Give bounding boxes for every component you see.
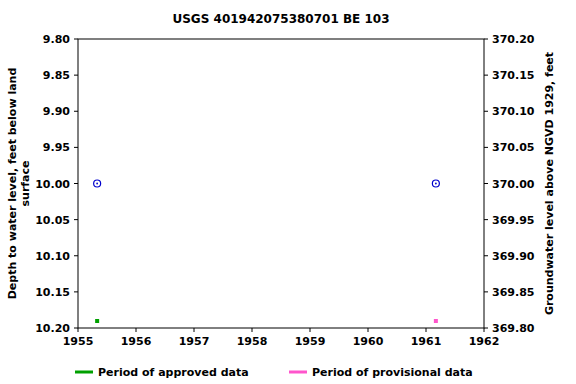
title: USGS 401942075380701 BE 103 <box>172 12 389 26</box>
y-tick-label: 10.05 <box>35 214 70 227</box>
y-tick-label: 9.85 <box>43 69 70 82</box>
x-tick <box>194 328 195 332</box>
y-tick <box>74 183 78 184</box>
y2-tick <box>484 328 488 329</box>
y-tick-label: 10.10 <box>35 250 70 263</box>
y-tick <box>74 291 78 292</box>
y-tick <box>74 147 78 148</box>
y-tick <box>74 39 78 40</box>
y2-tick-label: 369.80 <box>492 322 535 335</box>
y2-tick-label: 370.15 <box>492 69 534 82</box>
y-tick <box>74 328 78 329</box>
y2-tick-label: 369.95 <box>492 214 534 227</box>
y-axis-label-line: surface <box>19 161 32 207</box>
y2-tick <box>484 291 488 292</box>
plot-frame <box>78 39 484 328</box>
x-tick <box>484 328 485 332</box>
data-point-center <box>96 183 98 185</box>
y2-tick <box>484 147 488 148</box>
legend-swatch <box>75 371 93 374</box>
x-tick <box>78 328 79 332</box>
x-tick-label: 1957 <box>179 335 210 348</box>
y-axis-label-line: Depth to water level, feet below land <box>6 68 19 300</box>
y-tick <box>74 255 78 256</box>
y-tick-label: 9.95 <box>43 141 70 154</box>
y2-tick <box>484 183 488 184</box>
y-tick <box>74 219 78 220</box>
chart: USGS 401942075380701 BE 103 1955 1956 1957 1… <box>0 0 576 384</box>
legend-swatch <box>289 371 307 374</box>
x-tick-label: 1962 <box>469 335 500 348</box>
y2-tick-label: 370.10 <box>492 105 535 118</box>
y-tick-label: 10.20 <box>35 322 70 335</box>
y2-axis-label: Groundwater level above NGVD 1929, feet <box>543 52 556 315</box>
y-tick <box>74 75 78 76</box>
x-tick-label: 1955 <box>63 335 94 348</box>
y2-tick-label: 369.90 <box>492 250 535 263</box>
x-tick-label: 1961 <box>411 335 442 348</box>
x-tick <box>426 328 427 332</box>
x-tick-label: 1956 <box>121 335 152 348</box>
y-tick-label: 10.15 <box>35 286 70 299</box>
x-tick-label: 1959 <box>295 335 326 348</box>
x-tick <box>252 328 253 332</box>
data-point <box>432 180 439 187</box>
period-marker <box>95 319 99 323</box>
data-group <box>94 180 440 323</box>
legend-label: Period of approved data <box>98 366 249 379</box>
y2-tick <box>484 255 488 256</box>
legend-label: Period of provisional data <box>312 366 473 379</box>
y2-tick <box>484 39 488 40</box>
y2-tick-label: 369.85 <box>492 286 534 299</box>
y2-tick <box>484 75 488 76</box>
y-tick-label: 10.00 <box>35 178 70 191</box>
y-tick-label: 9.90 <box>43 105 70 118</box>
data-point <box>94 180 101 187</box>
x-tick <box>368 328 369 332</box>
y-tick-label: 9.80 <box>43 33 70 46</box>
y-axis-label: Depth to water level, feet below landsur… <box>6 68 32 300</box>
x-tick <box>310 328 311 332</box>
x-tick-label: 1960 <box>353 335 384 348</box>
y2-tick-label: 370.05 <box>492 141 534 154</box>
y-tick <box>74 111 78 112</box>
x-tick <box>136 328 137 332</box>
data-point-center <box>435 183 437 185</box>
y2-tick-label: 370.00 <box>492 178 535 191</box>
x-tick-label: 1958 <box>237 335 268 348</box>
y2-tick-label: 370.20 <box>492 33 535 46</box>
period-marker <box>434 319 438 323</box>
y2-tick <box>484 111 488 112</box>
y2-tick <box>484 219 488 220</box>
